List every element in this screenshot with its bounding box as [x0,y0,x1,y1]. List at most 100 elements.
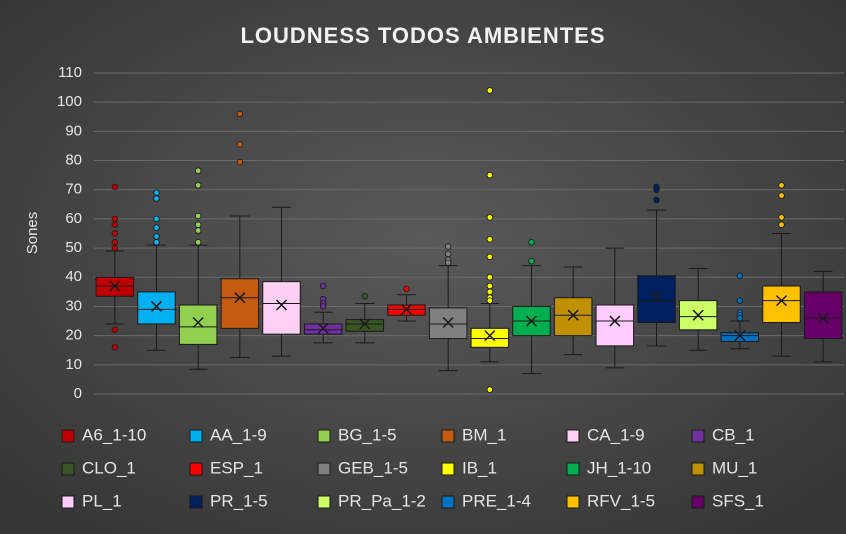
outlier [111,244,119,252]
box [345,319,385,332]
outlier [153,233,160,240]
y-tick-label: 30 [65,297,82,314]
outlier [153,239,160,246]
outlier [736,272,744,280]
outlier [653,196,660,204]
legend-label: MU_1 [712,458,757,477]
y-tick-label: 80 [65,152,82,169]
outlier [486,171,494,179]
outlier [778,214,785,221]
outlier [194,182,202,189]
box [637,275,676,324]
y-tick-label: 100 [57,93,82,110]
mean-marker [192,316,204,329]
outlier [111,215,119,223]
y-tick-label: 90 [65,122,82,139]
outlier [444,243,452,250]
outlier [403,285,410,293]
outlier [111,239,119,246]
outlier [111,183,119,191]
legend-label: CA_1-9 [587,425,645,444]
mean-marker [817,312,829,324]
outlier [236,110,244,118]
outlier [486,253,494,261]
legend-swatch [566,495,580,509]
outlier [486,282,494,290]
box [137,291,176,325]
chart-title: LOUDNESS TODOS AMBIENTES [240,23,605,48]
outlier [736,314,744,322]
legend-swatch [61,495,75,509]
outlier [153,189,160,196]
outlier [236,141,244,148]
legend-swatch [691,429,705,443]
mean-marker [567,309,579,321]
legend-swatch [189,429,203,443]
mean-marker [400,303,413,315]
legend-label: CB_1 [712,425,755,444]
legend-swatch [189,495,203,509]
legend-label: IB_1 [462,458,497,477]
legend-swatch [189,462,203,476]
outlier [444,250,452,258]
outlier [194,212,202,220]
legend-label: GEB_1-5 [338,458,408,477]
legend-label: AA_1-9 [210,425,267,444]
mean-marker [650,290,663,302]
legend-swatch [61,462,75,476]
outlier [444,259,452,266]
legend-swatch [566,462,580,476]
outlier [194,167,202,174]
box [262,281,301,335]
legend-label: PL_1 [82,491,122,510]
y-tick-label: 110 [58,64,82,81]
outlier [319,282,327,290]
box [762,285,801,324]
legend-label: CLO_1 [82,458,136,477]
legend-swatch [317,462,331,476]
outlier [153,224,160,231]
legend-label: PR_Pa_1-2 [338,491,426,510]
outlier [194,239,202,246]
legend-label: PR_1-5 [210,491,268,510]
mean-marker [775,295,788,307]
mean-marker [234,292,246,304]
legend-label: JH_1-10 [587,458,651,477]
box [803,291,843,340]
outlier [111,326,119,333]
mean-marker [734,330,746,342]
legend-swatch [566,429,580,443]
y-tick-label: 50 [65,239,82,256]
outlier [236,158,244,166]
legend-label: ESP_1 [210,458,263,477]
y-tick-label: 60 [65,210,82,227]
legend-label: BM_1 [462,425,506,444]
mean-marker [692,309,704,321]
legend-swatch [691,495,705,509]
outlier [528,258,535,265]
mean-marker [150,300,163,312]
legend-swatch [691,462,705,476]
y-axis-label: Sones [24,212,41,255]
legend-swatch [61,429,75,443]
legend-label: PRE_1-4 [462,491,531,510]
outlier [486,274,494,281]
mean-marker [109,280,121,292]
box [678,300,718,331]
mean-marker [609,315,621,327]
outlier [111,221,119,228]
legend-swatch [317,429,331,443]
outlier [361,293,369,300]
legend-swatch [441,495,455,509]
y-tick-label: 70 [65,181,82,198]
y-tick-label: 40 [65,268,82,285]
outlier [528,239,535,246]
y-tick-label: 10 [65,356,82,373]
outlier [153,195,160,202]
legend-swatch [441,429,455,443]
outlier [778,221,785,228]
outlier [194,227,202,234]
outlier [111,230,119,237]
outlier [111,344,119,351]
